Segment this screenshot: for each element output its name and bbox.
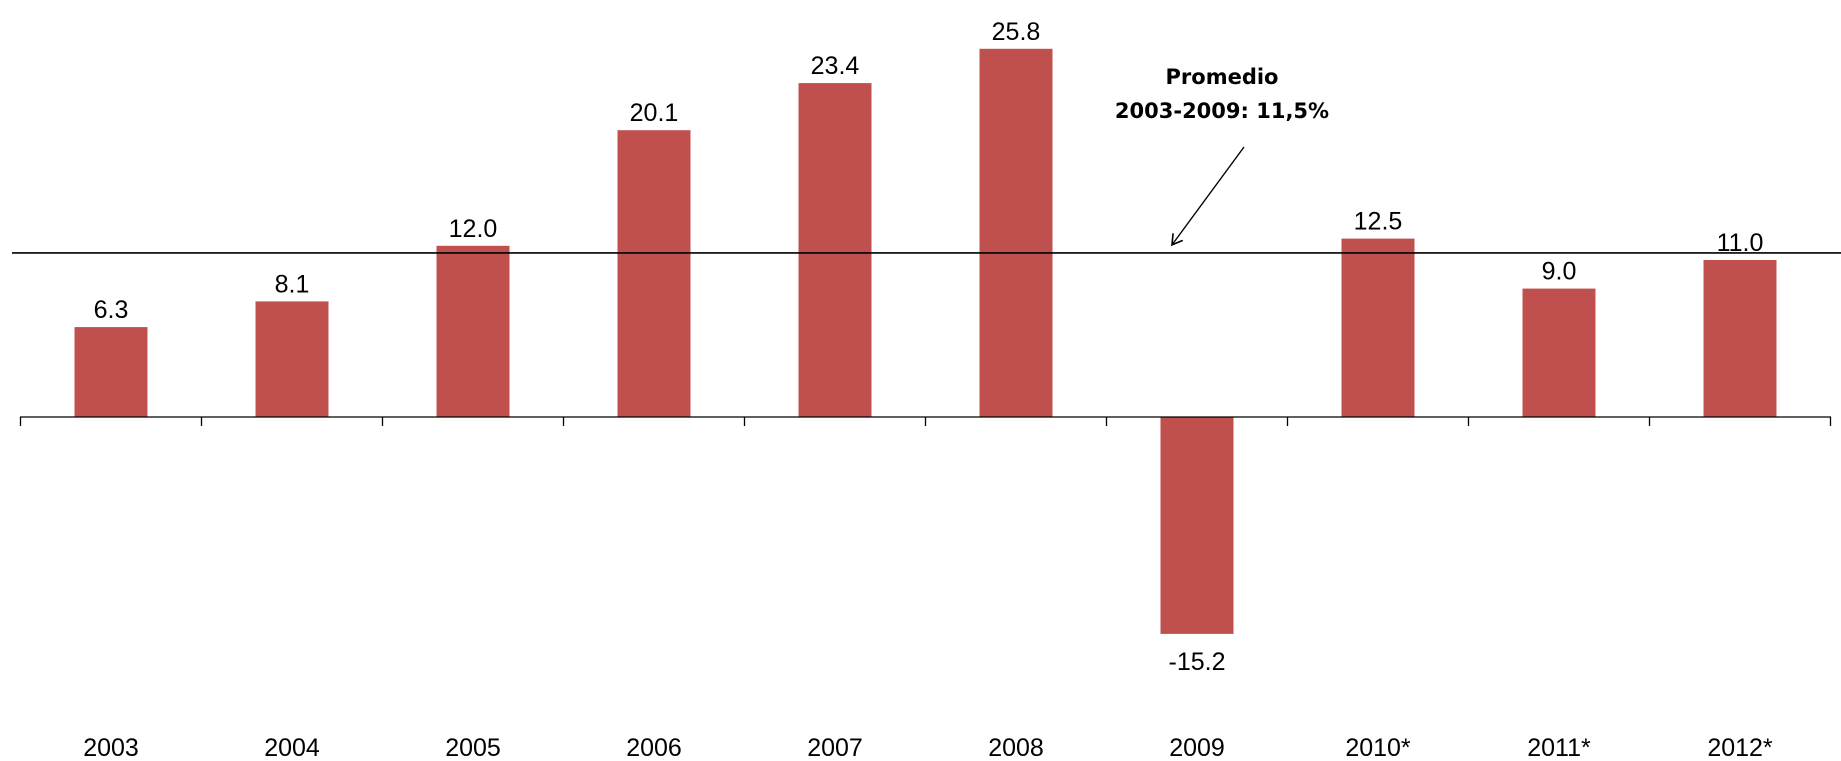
x-tick-label: 2006 [626,734,682,761]
x-axis [19,416,1832,426]
x-tick-label: 2005 [445,734,501,761]
bar [74,327,148,417]
data-label: 20.1 [630,99,679,127]
bar [1522,288,1596,417]
bar [1703,260,1777,417]
category-labels: 2003 2004 2005 2006 2007 2008 2009 2010* 2011* 20… [83,734,1773,761]
average-annotation-line1: Promedio [1165,65,1279,89]
data-label: 12.0 [449,215,498,243]
bar [1341,238,1415,417]
x-tick-label: 2003 [83,734,139,761]
bar [617,130,691,417]
bar [1160,417,1234,634]
bars-layer [74,48,1777,634]
data-label: 23.4 [811,52,860,80]
bar [436,245,510,417]
x-tick-label: 2008 [988,734,1044,761]
value-labels: 6.3 8.1 12.0 20.1 23.4 25.8 -15.2 12.5 9.0 11.0 [94,18,1764,676]
bar [979,48,1053,418]
bar [255,301,329,417]
x-tick-label: 2009 [1169,734,1225,761]
data-label: 12.5 [1354,208,1403,236]
reference-layer [12,146,1841,254]
average-annotation: Promedio 2003-2009: 11,5% [1033,60,1411,128]
data-label: 6.3 [94,296,129,324]
bar [798,83,872,417]
data-label: 25.8 [992,18,1041,46]
x-tick-label: 2010* [1345,734,1411,761]
x-tick-label: 2012* [1707,734,1773,761]
x-tick-label: 2004 [264,734,320,761]
x-tick-label: 2011* [1527,734,1591,761]
data-label: 9.0 [1542,258,1577,286]
annotation-arrow [1171,146,1245,247]
data-label: 11.0 [1717,229,1764,257]
x-tick-label: 2007 [807,734,863,761]
data-label: -15.2 [1169,648,1226,676]
average-annotation-line2: 2003-2009: 11,5% [1114,99,1330,123]
data-label: 8.1 [275,270,310,298]
